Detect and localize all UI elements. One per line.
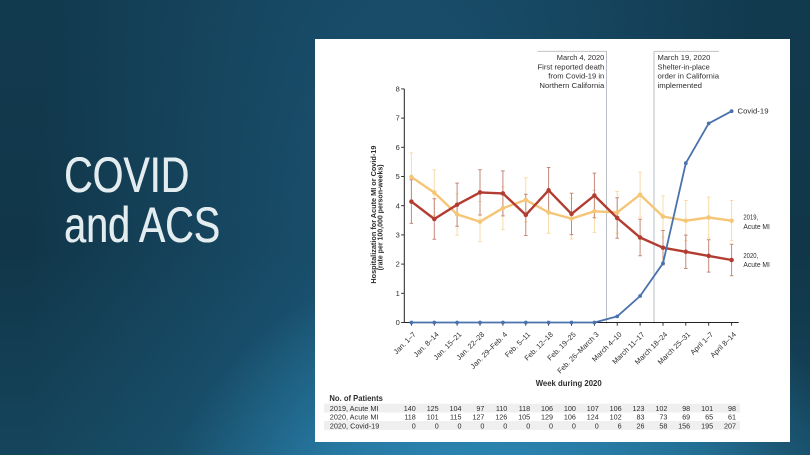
svg-text:127: 127 [472, 413, 484, 422]
svg-text:Shelter-in-place: Shelter-in-place [658, 63, 710, 71]
svg-text:2: 2 [396, 260, 400, 269]
svg-text:0: 0 [572, 421, 576, 430]
svg-text:97: 97 [476, 404, 484, 413]
svg-text:Northern California: Northern California [539, 82, 604, 90]
svg-text:106: 106 [610, 404, 622, 413]
svg-text:Hospitalization for Acute MI o: Hospitalization for Acute MI or Covid-19 [370, 146, 378, 284]
svg-text:129: 129 [541, 413, 553, 422]
svg-text:0: 0 [458, 421, 462, 430]
svg-text:207: 207 [724, 421, 736, 430]
svg-text:2019, Acute MI: 2019, Acute MI [330, 404, 379, 413]
svg-text:2020,: 2020, [743, 252, 758, 260]
svg-text:0: 0 [503, 421, 507, 430]
svg-text:98: 98 [682, 404, 690, 413]
svg-text:106: 106 [564, 413, 576, 422]
svg-text:101: 101 [427, 413, 439, 422]
svg-text:Week during 2020: Week during 2020 [536, 378, 602, 388]
svg-text:118: 118 [519, 404, 530, 413]
svg-text:195: 195 [701, 421, 713, 430]
svg-text:4: 4 [396, 201, 400, 210]
svg-text:105: 105 [518, 413, 530, 422]
svg-text:3: 3 [396, 231, 400, 240]
svg-text:First reported death: First reported death [538, 63, 605, 71]
svg-text:0: 0 [435, 421, 439, 430]
svg-text:March 19, 2020: March 19, 2020 [658, 54, 711, 62]
svg-text:61: 61 [728, 413, 736, 422]
svg-text:125: 125 [427, 404, 439, 413]
svg-text:73: 73 [659, 413, 667, 422]
svg-text:0: 0 [549, 421, 553, 430]
svg-text:Covid-19: Covid-19 [738, 108, 769, 116]
svg-text:126: 126 [495, 413, 507, 422]
svg-text:0: 0 [526, 421, 530, 430]
svg-text:6: 6 [618, 421, 622, 430]
svg-text:107: 107 [587, 404, 599, 413]
svg-text:0: 0 [595, 421, 599, 430]
svg-text:106: 106 [541, 404, 553, 413]
svg-text:8: 8 [396, 85, 400, 94]
svg-text:104: 104 [450, 404, 462, 413]
svg-text:2020, Acute MI: 2020, Acute MI [330, 413, 379, 422]
svg-text:102: 102 [610, 413, 622, 422]
svg-text:2019,: 2019, [743, 214, 758, 222]
svg-text:1: 1 [396, 289, 400, 298]
svg-text:115: 115 [450, 413, 461, 422]
svg-text:(rate per 100,000 person-weeks: (rate per 100,000 person-weeks) [377, 164, 385, 271]
svg-text:March 4, 2020: March 4, 2020 [557, 54, 605, 62]
svg-text:100: 100 [564, 404, 576, 413]
svg-text:0: 0 [480, 421, 484, 430]
svg-text:2020, Covid-19: 2020, Covid-19 [330, 421, 380, 430]
svg-text:123: 123 [633, 404, 645, 413]
svg-text:26: 26 [637, 421, 645, 430]
svg-text:156: 156 [678, 421, 690, 430]
svg-text:65: 65 [705, 413, 713, 422]
svg-text:No. of Patients: No. of Patients [329, 394, 383, 403]
svg-text:69: 69 [682, 413, 690, 422]
svg-text:102: 102 [655, 404, 667, 413]
svg-text:5: 5 [396, 172, 400, 181]
svg-text:Acute MI: Acute MI [743, 261, 770, 269]
svg-text:124: 124 [587, 413, 599, 422]
svg-text:101: 101 [701, 404, 713, 413]
svg-text:140: 140 [404, 404, 416, 413]
svg-text:0: 0 [412, 421, 416, 430]
svg-text:83: 83 [637, 413, 645, 422]
svg-text:0: 0 [396, 318, 400, 327]
svg-text:110: 110 [496, 404, 507, 413]
svg-text:from Covid-19 in: from Covid-19 in [548, 73, 604, 81]
svg-text:58: 58 [659, 421, 667, 430]
svg-text:98: 98 [728, 404, 736, 413]
svg-text:6: 6 [396, 143, 400, 152]
svg-text:implemented: implemented [658, 82, 703, 90]
svg-text:7: 7 [396, 114, 400, 123]
svg-text:118: 118 [404, 413, 415, 422]
svg-text:order in California: order in California [658, 73, 720, 81]
svg-text:Acute MI: Acute MI [743, 223, 770, 231]
